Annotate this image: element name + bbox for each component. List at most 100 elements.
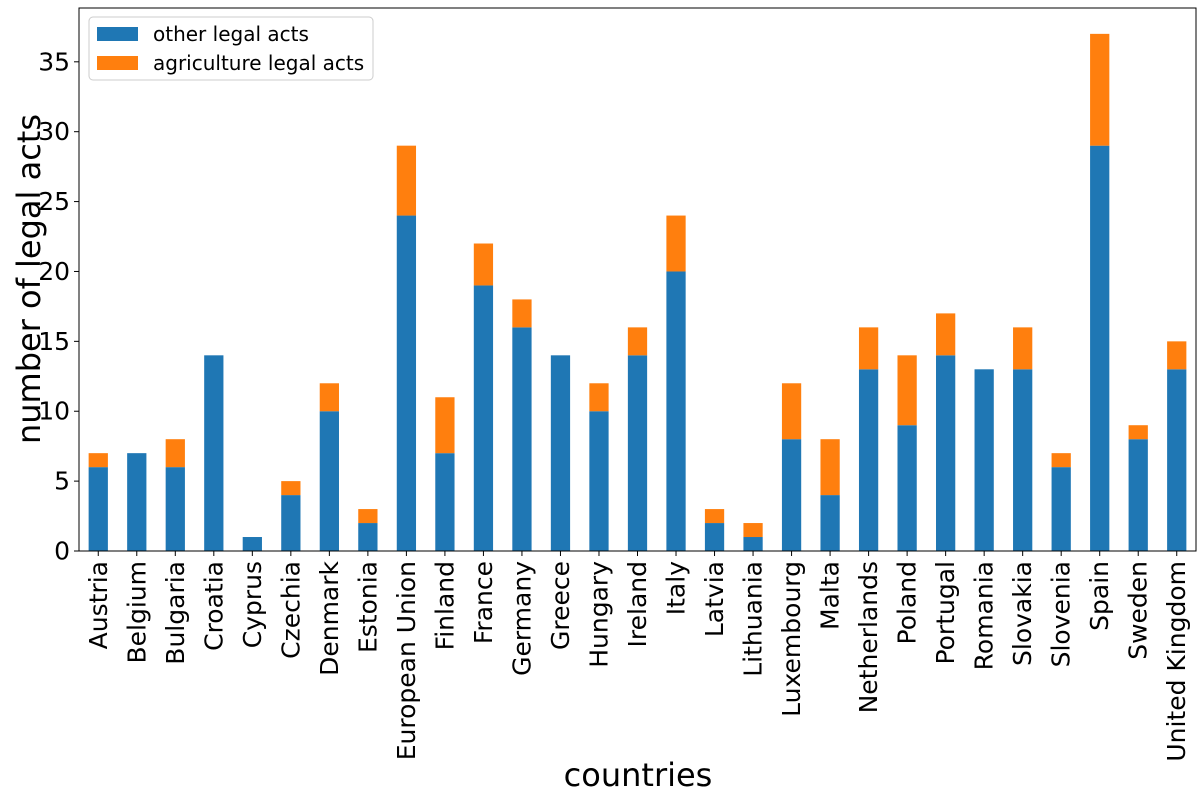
x-tick-label: Austria (84, 561, 113, 649)
bar-other-croatia (204, 355, 224, 551)
legend-swatch-other (97, 27, 138, 41)
legend-swatch-agriculture (97, 56, 138, 70)
bar-other-slovenia (1051, 467, 1071, 551)
y-tick-label: 20 (38, 257, 70, 286)
x-tick-label: Belgium (122, 561, 151, 664)
x-tick-label: Romania (970, 561, 999, 670)
bar-agriculture-italy (666, 215, 686, 272)
x-tick-label: Estonia (353, 561, 382, 653)
bar-other-italy (666, 271, 686, 551)
x-tick-label: Malta (816, 561, 845, 630)
bar-agriculture-spain (1090, 33, 1110, 146)
x-tick-label: Latvia (700, 561, 729, 637)
bar-agriculture-united-kingdom (1167, 341, 1187, 370)
bar-other-sweden (1128, 439, 1148, 551)
bar-other-cyprus (242, 537, 262, 551)
x-tick-label: Hungary (584, 561, 613, 668)
bar-agriculture-germany (512, 299, 532, 328)
bar-agriculture-slovakia (1013, 327, 1033, 370)
bar-other-poland (897, 425, 917, 551)
bar-agriculture-ireland (627, 327, 648, 356)
x-tick-label: European Union (392, 561, 421, 760)
bar-other-france (473, 285, 494, 551)
x-tick-label: France (469, 561, 498, 644)
y-tick-label: 15 (38, 327, 70, 356)
bar-other-united-kingdom (1167, 369, 1187, 551)
x-tick-label: Finland (430, 561, 459, 650)
bar-agriculture-france (473, 243, 494, 286)
x-tick-label: Bulgaria (161, 561, 190, 665)
x-tick-label: Slovenia (1047, 561, 1076, 667)
bar-other-austria (88, 467, 108, 551)
x-tick-label: Czechia (276, 561, 305, 659)
y-tick-label: 5 (54, 467, 70, 496)
legend: other legal acts agriculture legal acts (88, 16, 374, 81)
x-tick-label: Germany (507, 561, 536, 676)
bar-other-germany (512, 327, 532, 551)
bar-agriculture-austria (88, 453, 108, 468)
bar-other-latvia (704, 523, 725, 551)
y-tick-label: 30 (38, 117, 70, 146)
bar-agriculture-slovenia (1051, 453, 1071, 468)
bar-agriculture-denmark (319, 383, 339, 412)
bar-agriculture-estonia (358, 509, 378, 524)
bar-agriculture-european-union (396, 145, 417, 216)
x-tick-label: Portugal (931, 561, 960, 665)
bar-other-estonia (358, 523, 378, 551)
bar-agriculture-bulgaria (165, 439, 185, 468)
bar-agriculture-latvia (704, 509, 725, 524)
y-axis-label: number of legal acts (10, 114, 48, 444)
x-tick-label: Poland (893, 561, 922, 644)
x-tick-label: Sweden (1124, 561, 1153, 660)
bar-other-bulgaria (165, 467, 185, 551)
bar-other-lithuania (743, 537, 763, 551)
bar-other-ireland (627, 355, 648, 551)
bar-agriculture-luxembourg (781, 383, 802, 440)
y-tick-label: 35 (38, 47, 70, 76)
bar-agriculture-portugal (936, 313, 956, 356)
bar-other-portugal (936, 355, 956, 551)
x-axis-label: countries (564, 756, 713, 794)
bar-agriculture-malta (820, 439, 840, 496)
x-tick-label: Luxembourg (777, 561, 806, 717)
bar-other-spain (1090, 145, 1110, 552)
bar-other-romania (974, 369, 994, 551)
bar-other-denmark (319, 411, 339, 551)
bar-other-czechia (281, 495, 301, 551)
x-tick-label: Slovakia (1008, 561, 1037, 666)
legend-box (88, 16, 374, 81)
bar-other-finland (435, 453, 455, 551)
legend-label-agriculture: agriculture legal acts (153, 51, 364, 75)
bar-other-hungary (589, 411, 609, 551)
bar-other-netherlands (858, 369, 879, 551)
x-tick-label: Italy (662, 561, 691, 615)
bars-layer (88, 33, 1187, 552)
x-tick-label: Denmark (315, 560, 344, 675)
x-tick-label: United Kingdom (1162, 561, 1191, 762)
legend-label-other: other legal acts (153, 22, 309, 46)
bar-agriculture-poland (897, 355, 917, 426)
bar-agriculture-finland (435, 397, 455, 454)
bar-agriculture-hungary (589, 383, 609, 412)
bar-agriculture-sweden (1128, 425, 1148, 440)
x-tick-label: Spain (1085, 561, 1114, 631)
y-tick-label: 25 (38, 187, 70, 216)
bar-agriculture-czechia (281, 481, 301, 496)
y-tick-label: 0 (54, 537, 70, 566)
x-tick-label: Cyprus (238, 561, 267, 648)
bar-other-slovakia (1013, 369, 1033, 551)
bar-agriculture-lithuania (743, 523, 763, 538)
bar-other-luxembourg (781, 439, 802, 551)
bar-agriculture-netherlands (858, 327, 879, 370)
x-tick-label: Croatia (199, 561, 228, 651)
y-tick-label: 10 (38, 397, 70, 426)
x-tick-label: Lithuania (739, 561, 768, 677)
x-tick-label: Netherlands (854, 561, 883, 713)
bar-other-greece (550, 355, 571, 551)
bar-other-belgium (127, 453, 147, 551)
x-tick-label: Greece (546, 561, 575, 650)
ticks-layer: Austria Belgium Bulgaria Croatia Cyprus Czech… (38, 47, 1191, 761)
bar-other-european-union (396, 215, 417, 551)
